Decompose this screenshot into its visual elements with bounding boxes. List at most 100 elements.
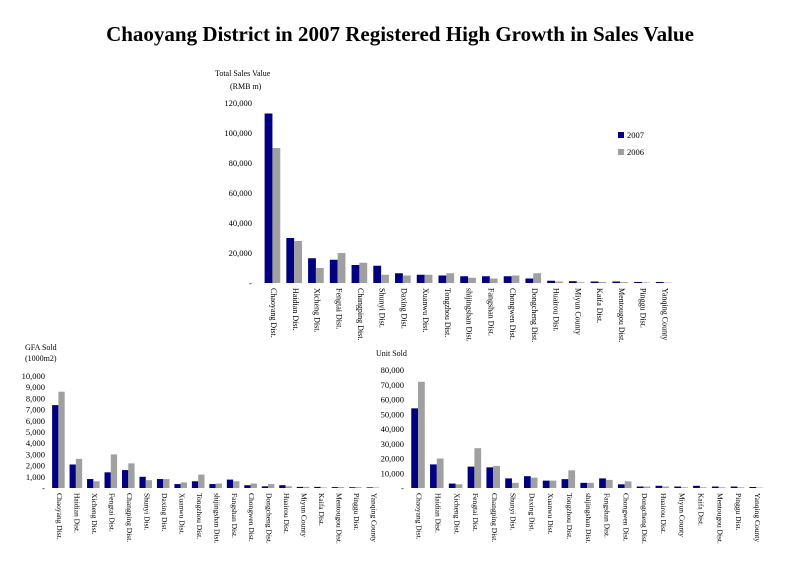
units-bar-2006: [737, 487, 745, 488]
gfa-category-label: Huairou Dist.: [282, 493, 291, 534]
units-bar-2006: [474, 448, 482, 488]
gfa-y-tick-label: 4,000: [26, 438, 45, 448]
units-bar-2007: [580, 482, 588, 488]
sales-bar-2006: [620, 282, 629, 283]
gfa-bar-2006: [320, 487, 327, 488]
gfa-category-label: Changping Dist.: [125, 493, 134, 542]
units-bar-2007: [505, 478, 512, 488]
sales-category-label: Huairou Dist.: [552, 288, 561, 332]
gfa-bar-2007: [366, 487, 373, 488]
gfa-bar-2006: [250, 483, 257, 488]
units-bar-2007: [617, 484, 625, 488]
gfa-bar-2006: [268, 484, 275, 488]
sales-y-tick-label: 60,000: [229, 188, 252, 198]
legend-swatch-2006: [618, 149, 624, 155]
units-category-label: Miyun County: [678, 493, 687, 537]
gfa-bar-2006: [128, 463, 135, 488]
units-category-label: shijingshan Dist.: [584, 493, 593, 544]
units-bar-2007: [711, 486, 719, 488]
sales-bar-2006: [315, 268, 324, 283]
units-y-tick-label: 80,000: [381, 365, 404, 375]
sales-category-label: Tongzhou Dist.: [443, 288, 452, 337]
units-y-tick-label: 70,000: [381, 380, 404, 390]
gfa-bar-2007: [349, 487, 356, 488]
units-bar-2007: [523, 476, 531, 488]
gfa-bar-2006: [93, 481, 100, 488]
gfa-bar-2006: [163, 479, 170, 488]
sales-y-tick-label: 80,000: [229, 158, 252, 168]
legend-label-2006: 2006: [627, 147, 644, 157]
sales-bar-2006: [555, 281, 563, 283]
sales-category-label: Haidian Dist.: [291, 288, 300, 331]
sales-bar-2006: [424, 274, 433, 283]
sales-category-label: Chaoyang Dist.: [269, 288, 278, 338]
sales-bar-2006: [337, 253, 346, 283]
units-bar-2006: [418, 381, 425, 488]
units-bar-2007: [561, 479, 569, 488]
units-category-label: Dongcheng Dist.: [640, 493, 649, 544]
sales-ylabel-line1: Total Sales Value: [215, 69, 271, 78]
gfa-ylabel-line2: (1000m2): [25, 354, 57, 363]
units-category-label: Pinggu Dist.: [734, 493, 743, 531]
gfa-bar-2007: [174, 484, 181, 488]
gfa-category-label: shijingshan Dist.: [212, 493, 221, 544]
units-bar-2006: [549, 480, 557, 488]
sales-bar-2006: [598, 281, 607, 283]
sales-y-tick-label: 20,000: [229, 248, 252, 258]
gfa-bar-2007: [87, 479, 94, 488]
gfa-bar-2006: [337, 487, 345, 488]
sales-bar-2007: [351, 265, 360, 283]
units-y-tick-label: 10,000: [381, 468, 404, 478]
gfa-category-label: Mentougou Dist.: [335, 493, 344, 544]
units-bar-2007: [636, 486, 644, 488]
units-bar-2006: [681, 487, 688, 488]
gfa-bar-2007: [104, 472, 111, 488]
sales-category-label: shijingshan Dist.: [465, 288, 474, 342]
units-bar-2007: [448, 483, 456, 488]
gfa-category-label: Fengtai Dist.: [107, 493, 116, 532]
units-bar-2006: [530, 477, 538, 488]
units-category-label: Chongwen Dist.: [621, 493, 630, 542]
sales-bar-2006: [489, 278, 498, 283]
sales-bar-2006: [402, 275, 411, 283]
gfa-bar-2007: [314, 486, 321, 488]
units-bar-2007: [599, 478, 606, 488]
gfa-y-tick-label: 9,000: [26, 382, 45, 392]
units-bar-2006: [455, 484, 463, 488]
gfa-category-label: Daxing Dist.: [160, 493, 169, 531]
units-bar-2006: [662, 486, 670, 488]
gfa-bar-2007: [244, 485, 251, 488]
gfa-bar-2007: [331, 487, 338, 488]
gfa-bar-2007: [226, 479, 234, 488]
gfa-category-label: Dongcheng Dist.: [265, 493, 274, 544]
units-bar-2007: [655, 485, 663, 488]
chart-title: Chaoyang District in 2007 Registered Hig…: [106, 22, 694, 46]
gfa-bar-2006: [372, 487, 380, 488]
units-bar-2006: [643, 486, 651, 488]
units-category-label: Chaoyang Dist.: [415, 493, 424, 540]
gfa-y-tick-label: -: [42, 483, 45, 493]
sales-category-label: Pinggu Dist.: [639, 288, 648, 328]
sales-category-label: Fangshan Dist.: [486, 288, 495, 336]
gfa-bar-2006: [233, 481, 240, 488]
units-category-label: Haidian Dist.: [433, 493, 442, 533]
units-bar-2007: [430, 464, 437, 488]
units-y-tick-label: 20,000: [381, 454, 404, 464]
sales-ylabel-line2: (RMB m): [230, 82, 262, 91]
gfa-category-label: Chongwen Dist.: [247, 493, 256, 542]
units-y-tick-label: 50,000: [381, 409, 404, 419]
gfa-bar-2006: [285, 486, 292, 488]
sales-bar-2007: [525, 278, 534, 283]
sales-bar-2007: [460, 276, 469, 283]
sales-category-label: Miyun County: [573, 288, 582, 335]
gfa-category-label: Fangshan Dist.: [230, 493, 239, 538]
gfa-category-label: Haidian Dist.: [72, 493, 81, 533]
gfa-category-label: Xuanwu Dist.: [177, 493, 186, 535]
gfa-y-tick-label: 1,000: [26, 472, 45, 482]
units-category-label: Xicheng Dist.: [452, 493, 461, 535]
units-bar-2007: [542, 480, 550, 488]
gfa-bar-2007: [121, 470, 129, 488]
gfa-bar-2006: [110, 454, 118, 488]
gfa-bar-2007: [191, 481, 199, 488]
gfa-category-label: Xicheng Dist.: [90, 493, 99, 535]
